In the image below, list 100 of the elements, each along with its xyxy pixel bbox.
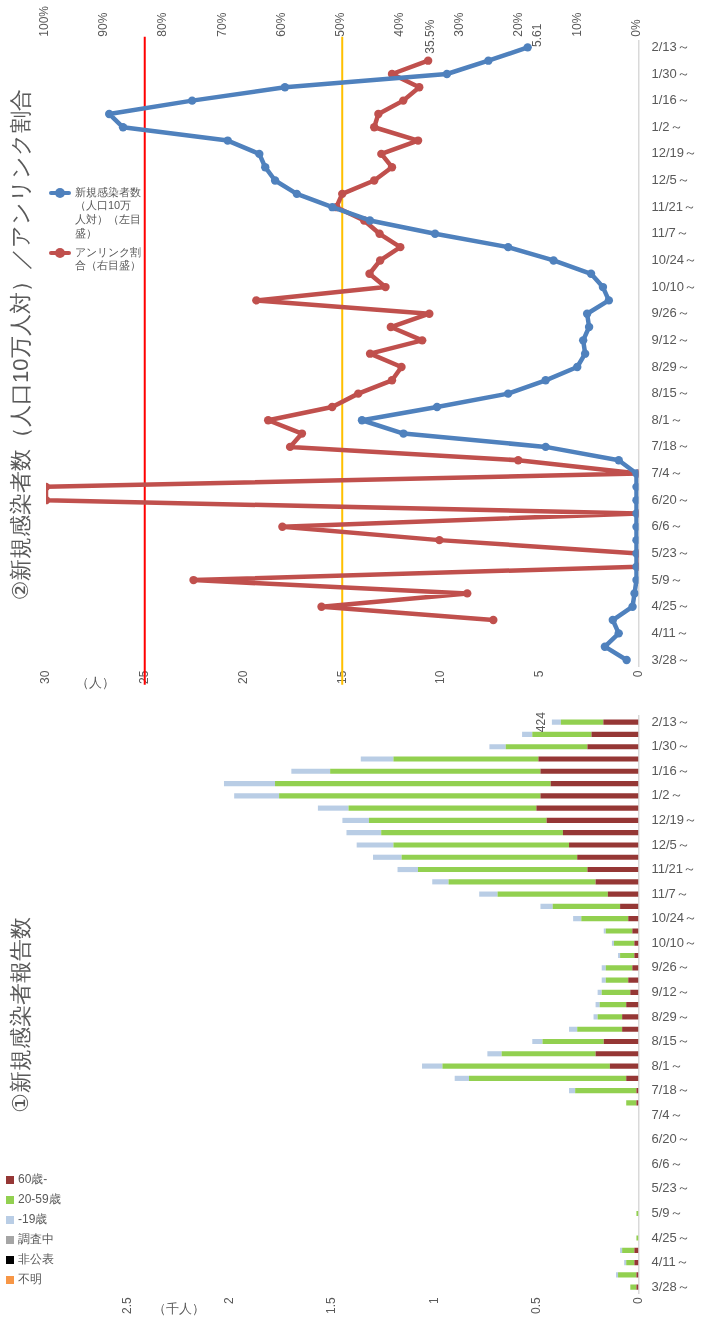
bar: [505, 744, 588, 750]
y-tick-label: 9/26～: [651, 959, 690, 975]
bar: [607, 891, 639, 897]
bar: [601, 977, 606, 983]
bar: [448, 879, 596, 885]
x2-tick-label: 20%: [510, 12, 525, 37]
point: [365, 269, 374, 278]
bar: [552, 903, 621, 909]
point: [365, 216, 375, 225]
point: [255, 149, 264, 159]
point: [430, 229, 440, 239]
point: [541, 376, 550, 385]
x-tick-label: 25: [137, 670, 152, 685]
bar: [346, 830, 382, 836]
point: [614, 629, 623, 638]
bar: [601, 965, 606, 971]
bar: [532, 731, 592, 738]
point: [463, 589, 472, 598]
bar: [601, 989, 631, 995]
bar: [393, 842, 570, 848]
point: [632, 575, 639, 585]
bar: [489, 744, 506, 750]
bar: [536, 805, 639, 811]
y-tick-label: 1/30～: [651, 738, 690, 754]
y-tick-label: 2/13～: [651, 713, 690, 729]
point: [578, 336, 588, 345]
point: [600, 642, 610, 651]
text: ①新規感染者報告数: [8, 917, 33, 1113]
bar: [542, 1038, 604, 1045]
y-tick-label: 5/9～: [651, 1205, 683, 1221]
bar: [317, 805, 349, 811]
point: [489, 615, 498, 625]
bar: [522, 731, 533, 738]
point: [435, 535, 444, 545]
point: [423, 56, 433, 65]
y-tick-label: 10/24～: [651, 252, 698, 268]
bar: [620, 903, 639, 909]
x-tick-label: 2.5: [120, 1297, 135, 1315]
y-tick-label: 6/20～: [651, 1131, 690, 1147]
bar: [634, 952, 639, 959]
y-tick-label: 4/11～: [651, 1254, 689, 1270]
y-tick-label: 8/15～: [651, 1033, 690, 1049]
point: [630, 589, 639, 598]
bar: [597, 1014, 623, 1020]
bar: [630, 1284, 637, 1290]
y-tick-label: 7/4～: [651, 1106, 683, 1122]
bar: [616, 1272, 619, 1278]
point: [514, 456, 523, 465]
bar: [401, 854, 578, 860]
bar: [603, 719, 639, 725]
bar: [599, 1002, 627, 1008]
bar: [234, 793, 280, 799]
point: [598, 282, 608, 292]
point: [118, 123, 128, 132]
bar: [330, 768, 541, 774]
point: [582, 309, 592, 318]
bar: [613, 940, 635, 946]
bar: [279, 793, 541, 799]
x2-tick-label: 50%: [333, 12, 348, 37]
bar: [432, 879, 449, 885]
bar: [603, 1038, 639, 1045]
x-tick-label: 0.5: [528, 1297, 543, 1315]
bar: [587, 744, 639, 750]
bar: [636, 1100, 639, 1106]
point: [549, 256, 558, 265]
total-label: 424: [534, 711, 549, 733]
y-tick-label: 11/7～: [651, 225, 689, 241]
bar: [632, 965, 639, 971]
y-tick-label: 5/9～: [651, 571, 683, 587]
bar: [628, 977, 639, 983]
legend-label: アンリンク割合（右目盛）: [75, 245, 141, 274]
bar: [373, 854, 402, 860]
x2-tick-label: 90%: [96, 12, 111, 37]
bar: [622, 1247, 635, 1253]
bar: [636, 1235, 639, 1241]
y-tick-label: 7/18～: [651, 438, 690, 454]
bar: [609, 1063, 639, 1069]
y-tick-label: 5/23～: [651, 1180, 690, 1196]
point: [187, 96, 197, 105]
bar: [622, 1026, 639, 1032]
legend-label: -19歳: [18, 1212, 48, 1227]
point: [189, 575, 198, 585]
y-tick-label: 12/19～: [651, 145, 698, 161]
bar: [605, 977, 629, 983]
bar: [538, 756, 639, 762]
y-tick-label: 8/1～: [651, 1057, 683, 1073]
y-tick-label: 4/25～: [651, 598, 690, 614]
bar: [620, 952, 635, 959]
bar: [628, 916, 639, 922]
bar: [569, 1088, 576, 1094]
point: [370, 123, 379, 132]
y-tick-label: 6/20～: [651, 491, 690, 507]
bar: [634, 940, 639, 946]
bar: [630, 989, 639, 995]
legend-label: 60歳-: [18, 1172, 48, 1187]
y-tick-label: 11/21～: [651, 861, 697, 877]
x-axis-title: （千人）: [153, 1300, 206, 1319]
point: [375, 256, 385, 265]
point: [297, 429, 307, 438]
x-tick-label: 0: [630, 1297, 645, 1305]
